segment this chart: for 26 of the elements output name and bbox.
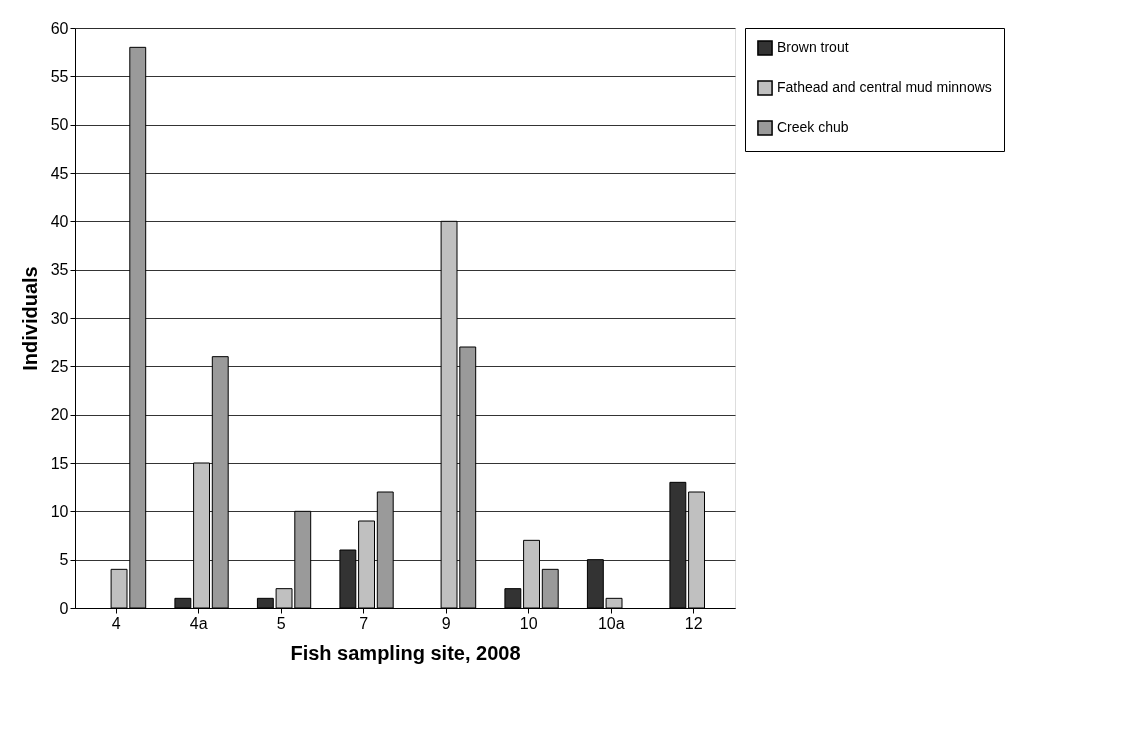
y-tick-label: 0 xyxy=(59,599,69,617)
x-tick-label: 10a xyxy=(597,614,625,632)
y-tick-label: 40 xyxy=(50,212,69,230)
y-tick-label: 50 xyxy=(50,116,69,134)
y-axis-title: Individuals xyxy=(18,266,41,371)
y-tick-label: 60 xyxy=(50,19,69,37)
x-tick-label: 7 xyxy=(359,614,369,632)
legend-label: Brown trout xyxy=(777,39,849,55)
y-tick-label: 35 xyxy=(50,261,69,279)
y-tick-label: 30 xyxy=(50,309,69,327)
x-tick-label: 4a xyxy=(189,614,208,632)
legend-label: Creek chub xyxy=(777,119,849,135)
x-tick-label: 5 xyxy=(276,614,286,632)
x-tick-label: 9 xyxy=(441,614,451,632)
y-tick-label: 45 xyxy=(50,164,69,182)
y-tick-label: 55 xyxy=(50,67,69,85)
x-tick-label: 12 xyxy=(684,614,703,632)
y-tick-label: 25 xyxy=(50,357,69,375)
x-tick-label: 10 xyxy=(519,614,538,632)
x-axis-title: Fish sampling site, 2008 xyxy=(290,641,521,664)
y-tick-label: 20 xyxy=(50,406,69,424)
y-tick-label: 5 xyxy=(59,551,69,569)
legend-label: Fathead and central mud minnows xyxy=(777,79,992,95)
y-tick-label: 10 xyxy=(50,502,69,520)
y-tick-label: 15 xyxy=(50,454,69,472)
x-tick-label: 4 xyxy=(111,614,121,632)
